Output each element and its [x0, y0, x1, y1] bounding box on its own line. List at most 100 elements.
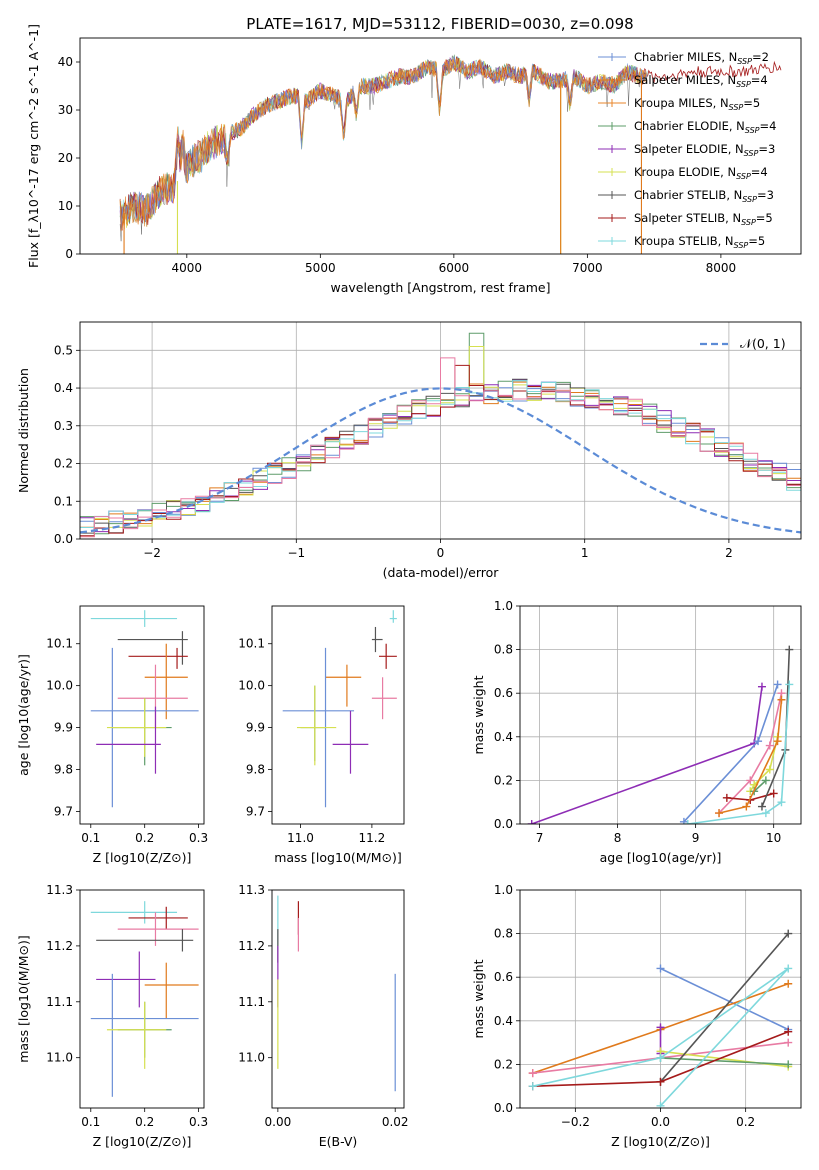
y-tick-label: 9.7 — [246, 804, 265, 818]
legend-entry-SE: Salpeter ELODIE, NSSP=3 — [598, 142, 775, 158]
axes-frame — [271, 605, 405, 825]
y-tick-label: 10.0 — [238, 679, 265, 693]
series-line — [660, 1057, 789, 1066]
x-tick-label: 7000 — [572, 261, 603, 275]
y-tick-label: 0.1 — [54, 494, 73, 508]
figure-title: PLATE=1617, MJD=53112, FIBERID=0030, z=0… — [246, 15, 633, 33]
series-line — [659, 933, 789, 1083]
series-point — [656, 1101, 665, 1108]
histogram-KS — [80, 380, 801, 528]
errorbar-SS — [379, 643, 397, 669]
spectrum-KM — [119, 57, 647, 232]
plot-residuals: −2 −1 0 1 2 0.0 0.1 0.2 0.3 0.4 0.5 (data-model)/er… — [16, 321, 802, 580]
y-tick-label: 0.0 — [494, 817, 513, 831]
y-tick-label: 0.0 — [494, 1101, 513, 1115]
series-point — [746, 776, 755, 785]
y-tick-label: 11.0 — [46, 1051, 73, 1065]
series-point — [761, 809, 770, 818]
series-point — [784, 1060, 793, 1069]
x-tick-label: 2 — [725, 546, 733, 560]
x-tick-label: 7 — [536, 831, 544, 845]
errorbar-SE — [332, 710, 369, 774]
legend-entry-KM: Kroupa MILES, NSSP=5 — [598, 96, 760, 112]
errorbar-KE — [296, 685, 337, 766]
x-tick-label: 10 — [766, 831, 781, 845]
series-point — [757, 682, 766, 691]
y-tick-label: 30 — [58, 103, 73, 117]
series-point — [715, 809, 724, 818]
plot-area — [277, 895, 396, 1092]
series-point — [777, 695, 786, 704]
x-tick-label: 8000 — [706, 261, 737, 275]
x-axis-label: age [log10(age/yr)] — [600, 850, 722, 865]
errorbar-KS — [389, 610, 397, 623]
y-tick-label: 10.0 — [46, 679, 73, 693]
series-point — [784, 1038, 793, 1047]
plot-z-weight: −0.2 0.0 0.2 0.0 0.2 0.4 0.6 0.8 1.0 Z [log10(Z/Z… — [471, 883, 802, 1149]
legend-label: Chabrier ELODIE, NSSP=4 — [634, 119, 776, 135]
series-point — [656, 1053, 665, 1062]
x-tick-label: −2 — [143, 546, 161, 560]
series-point — [742, 802, 751, 811]
series-line — [718, 693, 783, 814]
y-tick-label: 0.8 — [494, 927, 513, 941]
legend-label: Kroupa ELODIE, NSSP=4 — [634, 165, 768, 181]
errorbar-KS — [90, 901, 178, 924]
x-tick-label: 9 — [692, 831, 700, 845]
y-tick-label: 0.2 — [494, 1057, 513, 1071]
plot-ebv-mass: 0.00 0.02 11.0 11.1 11.2 11.3 E(B-V) — [238, 883, 408, 1149]
errorbar-CE — [300, 685, 326, 762]
legend-label: Salpeter MILES, NSSP=4 — [634, 73, 768, 89]
series-point — [784, 1027, 793, 1036]
legend-label: 𝒩(0, 1) — [740, 336, 786, 351]
series-line — [749, 736, 779, 792]
plot-area — [520, 606, 801, 824]
errorbar-pink — [117, 664, 188, 728]
y-axis-label: mass weight — [471, 959, 486, 1038]
series-line — [718, 699, 783, 814]
errorbar-CE — [112, 698, 172, 766]
axes-frame — [79, 37, 802, 255]
series-SM — [715, 695, 786, 818]
y-tick-label: 20 — [58, 151, 73, 165]
x-tick-label: 5000 — [305, 261, 336, 275]
errorbar-SM — [325, 664, 362, 707]
plot-area — [80, 322, 801, 539]
x-tick-label: 0.1 — [81, 1115, 100, 1129]
y-tick-label: 0.4 — [494, 1014, 513, 1028]
y-axis-label: mass [log10(M/M⊙)] — [16, 935, 31, 1063]
series-point — [754, 737, 763, 746]
errorbar-SE — [96, 951, 156, 1008]
x-axis-label: E(B-V) — [319, 1134, 358, 1149]
legend-label: Salpeter ELODIE, NSSP=3 — [634, 142, 775, 158]
y-tick-label: 11.3 — [46, 883, 73, 897]
y-axis-label: Flux [f_λ10^-17 erg cm^-2 s^-1 A^-1] — [26, 24, 41, 268]
series-point — [785, 680, 794, 689]
y-tick-label: 0.5 — [54, 343, 73, 357]
series-point — [765, 741, 774, 750]
y-tick-label: 11.1 — [46, 995, 73, 1009]
legend-entry-CS: Chabrier STELIB, NSSP=3 — [598, 188, 774, 204]
series-point — [679, 817, 688, 824]
axes-frame — [519, 889, 802, 1109]
x-axis-label: (data-model)/error — [383, 565, 500, 580]
y-axis-label: age [log10(age/yr)] — [16, 654, 31, 776]
y-tick-label: 9.8 — [54, 763, 73, 777]
y-tick-label: 0.2 — [494, 773, 513, 787]
errorbar-SM — [144, 643, 188, 720]
y-tick-label: 0 — [65, 247, 73, 261]
x-axis-label: mass [log10(M/M⊙)] — [274, 850, 402, 865]
errorbar-KS — [90, 610, 178, 627]
series-line — [660, 967, 789, 1031]
series-point — [761, 776, 770, 785]
legend-entry-KE: Kroupa ELODIE, NSSP=4 — [598, 165, 768, 181]
plot-mass-age: 11.0 11.2 9.7 9.8 9.9 10.0 10.1 mass [log10(M/M… — [238, 605, 405, 865]
series-KS — [683, 680, 794, 824]
errorbar-SS — [128, 647, 188, 669]
errorbar-KE — [106, 1001, 167, 1069]
spectrum-tail — [647, 60, 782, 84]
plot-area — [119, 54, 782, 254]
series-point — [683, 820, 692, 824]
x-axis-label: Z [log10(Z/Z⊙)] — [93, 1134, 192, 1149]
